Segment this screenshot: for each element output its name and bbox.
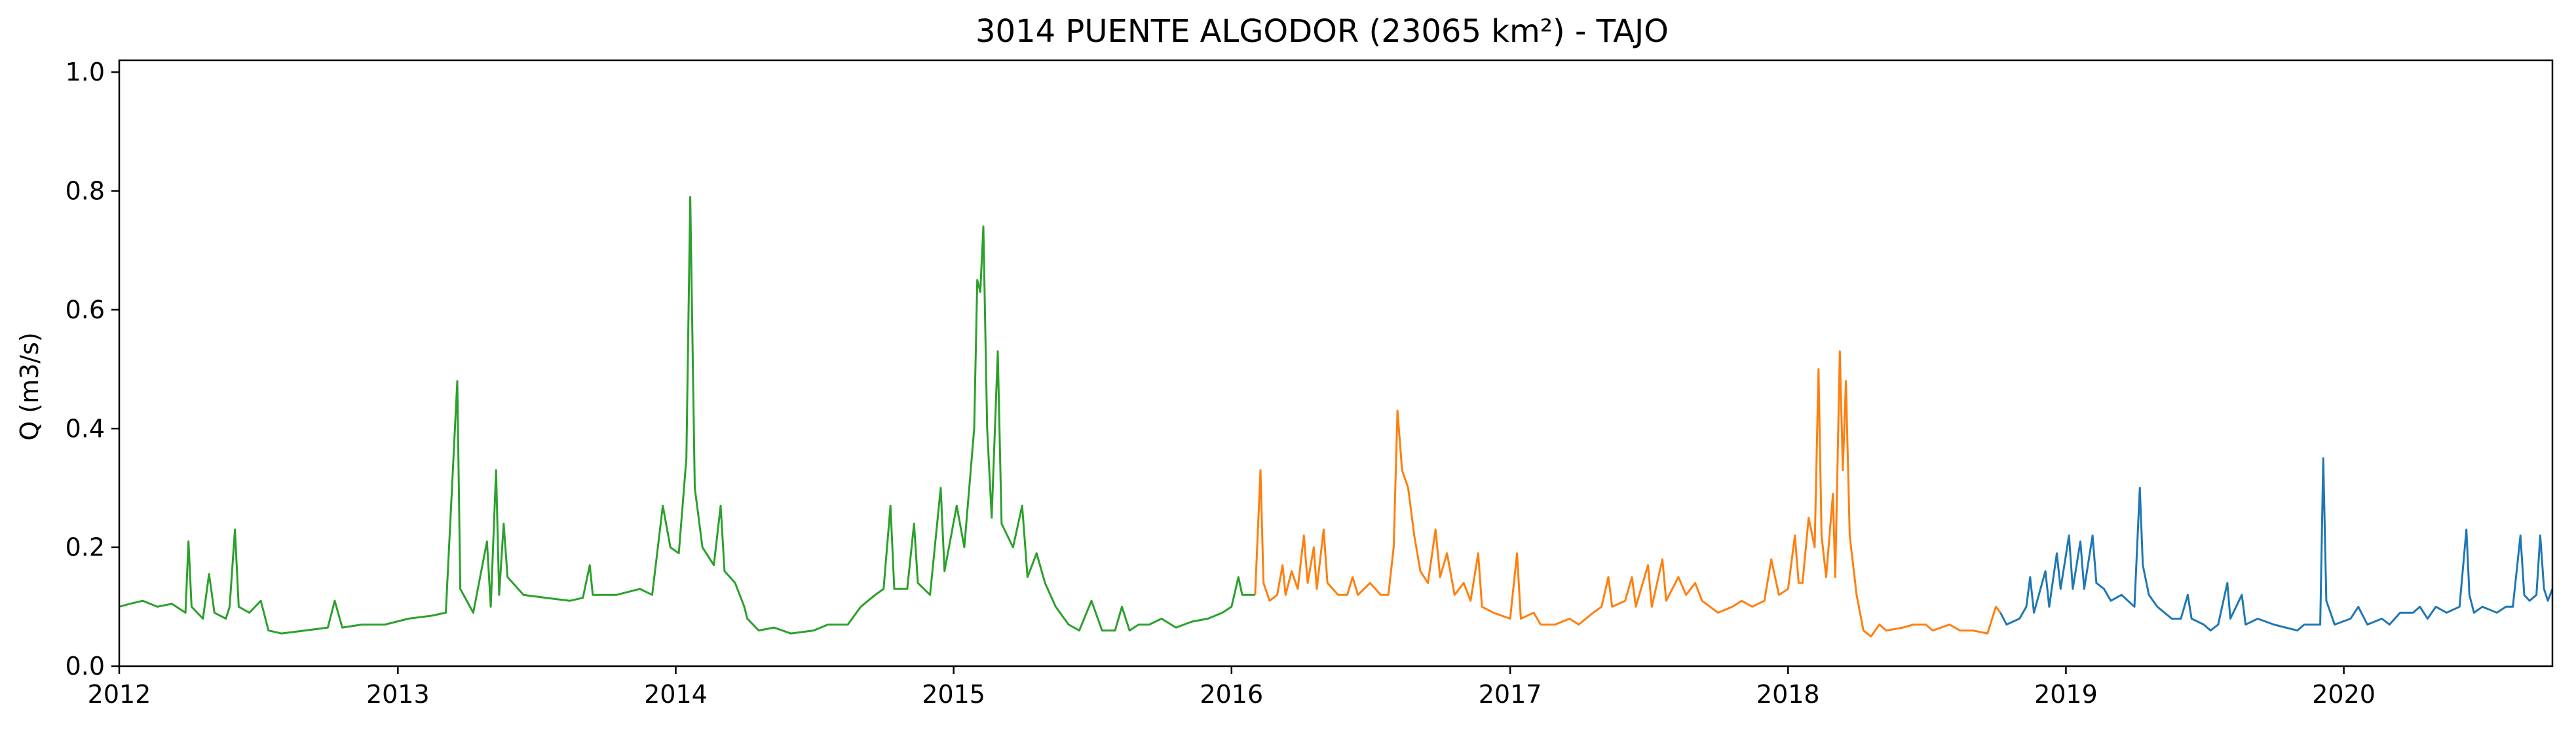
- x-tick-label: 2019: [2034, 680, 2098, 709]
- x-tick-label: 2017: [1479, 680, 1542, 709]
- series-line-1: [119, 196, 1255, 635]
- y-tick-label: 0.6: [66, 295, 105, 324]
- y-tick-label: 0.0: [66, 652, 105, 681]
- series-line-3: [1999, 457, 2554, 632]
- y-tick-label: 0.8: [66, 177, 105, 206]
- x-tick-label: 2015: [922, 680, 985, 709]
- plot-frame: [118, 59, 2554, 667]
- series-line-2: [1254, 350, 2001, 638]
- y-tick-label: 0.4: [66, 414, 105, 443]
- x-tick-label: 2018: [1756, 680, 1820, 709]
- y-axis-label: Q (m3/s): [15, 332, 44, 440]
- x-tick-label: 2013: [366, 680, 430, 709]
- series-layer: [119, 196, 2554, 638]
- axes-layer: 2012 2013 2014 2015 2016 2017 2018 2019 2020 0.0 0…: [66, 58, 2554, 709]
- y-tick-label: 1.0: [66, 58, 105, 86]
- y-tick-label: 0.2: [66, 533, 105, 562]
- x-tick-label: 2012: [88, 680, 151, 709]
- chart-title: 3014 PUENTE ALGODOR (23065 km²) - TAJO: [975, 13, 1669, 50]
- x-tick-label: 2020: [2312, 680, 2376, 709]
- x-tick-label: 2014: [644, 680, 708, 709]
- x-tick-label: 2016: [1200, 680, 1263, 709]
